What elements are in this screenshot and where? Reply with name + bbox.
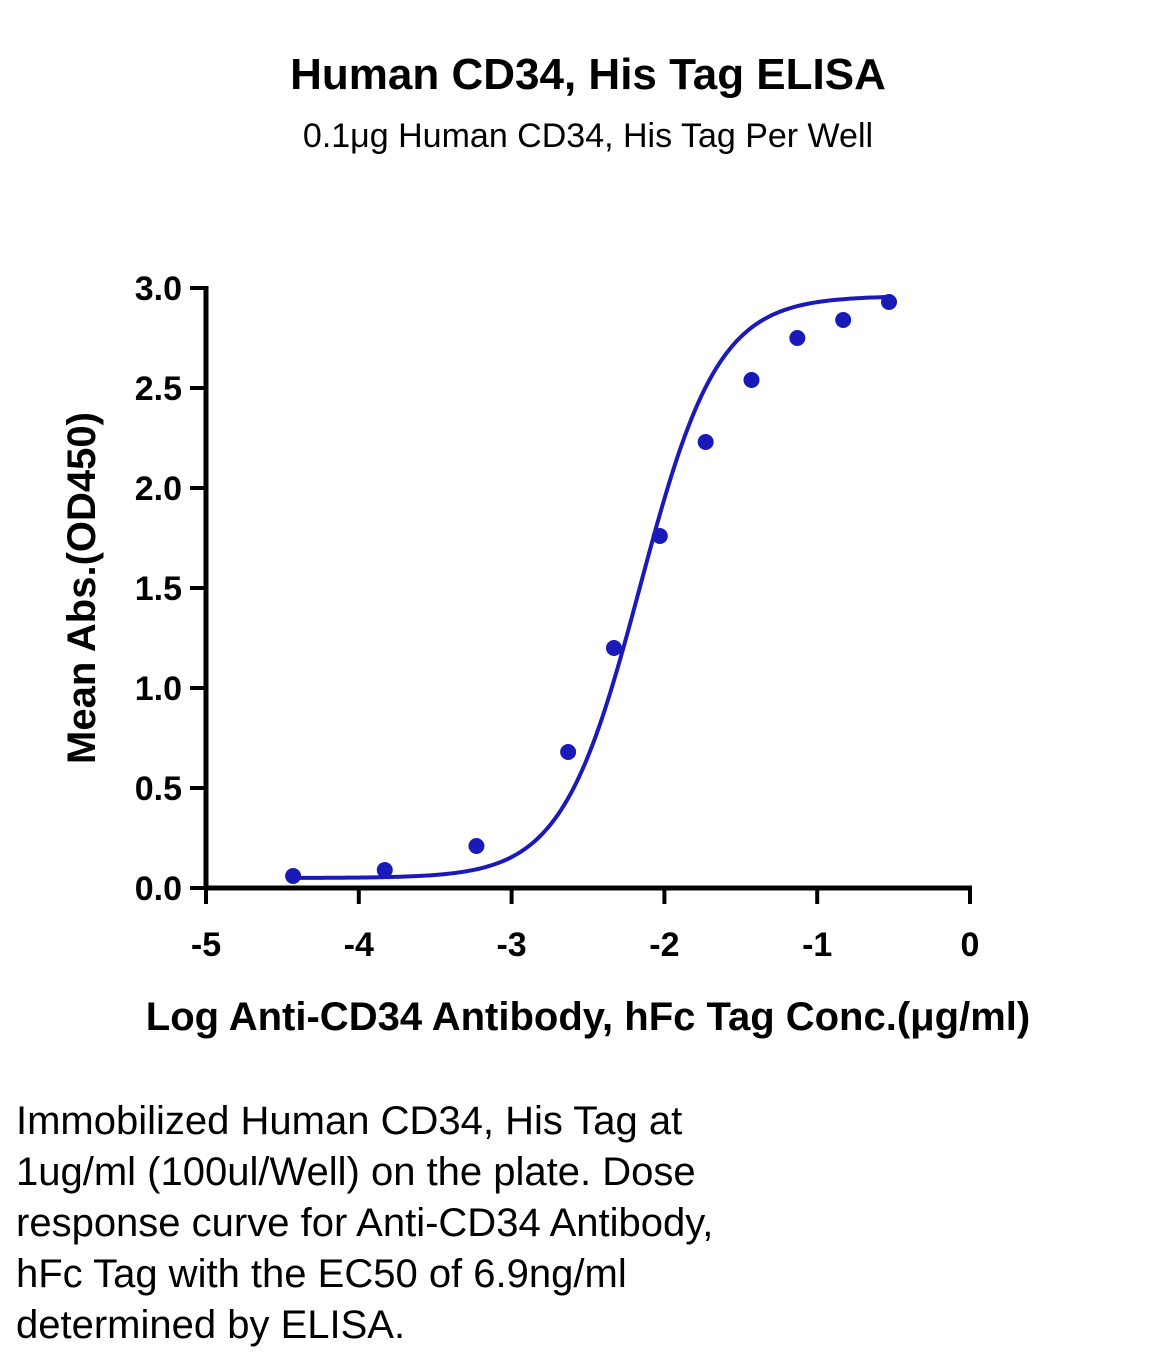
y-tick-label: 1.0 — [135, 670, 182, 708]
x-tick-label: -2 — [649, 926, 679, 964]
data-point — [605, 640, 622, 656]
y-tick-label: 1.5 — [135, 570, 182, 608]
data-point — [651, 528, 668, 544]
chart-title: Human CD34, His Tag ELISA — [290, 50, 886, 99]
data-point — [697, 434, 714, 450]
y-tick-label: 2.5 — [135, 370, 182, 408]
data-point — [376, 862, 393, 878]
data-point — [468, 838, 485, 854]
x-tick-label: -4 — [344, 926, 374, 964]
data-point — [835, 312, 852, 328]
y-axis-label: Mean Abs.(OD450) — [60, 412, 104, 764]
x-tick-label: -5 — [191, 926, 221, 964]
x-tick-label: -3 — [496, 926, 526, 964]
data-point — [881, 294, 898, 310]
x-axis-label: Log Anti-CD34 Antibody, hFc Tag Conc.(μg… — [146, 995, 1030, 1039]
data-point — [743, 372, 760, 388]
x-tick-label: 0 — [961, 926, 980, 964]
caption: Immobilized Human CD34, His Tag at 1ug/m… — [16, 1099, 714, 1347]
fit-curve — [293, 294, 890, 880]
y-tick-label: 3.0 — [135, 270, 182, 308]
data-point — [560, 744, 577, 760]
y-tick-labels: 0.0 0.5 1.0 1.5 2.0 2.5 3.0 — [135, 270, 182, 908]
data-points — [285, 294, 898, 884]
chart: -5 -4 -3 -2 -1 0 0.0 0.5 1.0 1.5 2.0 2.5 3.0 Log An… — [60, 270, 1030, 1039]
chart-subtitle: 0.1μg Human CD34, His Tag Per Well — [302, 117, 874, 155]
x-tick-labels: -5 -4 -3 -2 -1 0 — [191, 926, 980, 964]
x-tick-label: -1 — [802, 926, 832, 964]
y-tick-label: 2.0 — [135, 470, 182, 508]
axes — [190, 286, 972, 904]
y-tick-label: 0.0 — [135, 870, 182, 908]
y-tick-label: 0.5 — [135, 770, 182, 808]
data-point — [789, 330, 806, 346]
data-point — [285, 868, 302, 884]
